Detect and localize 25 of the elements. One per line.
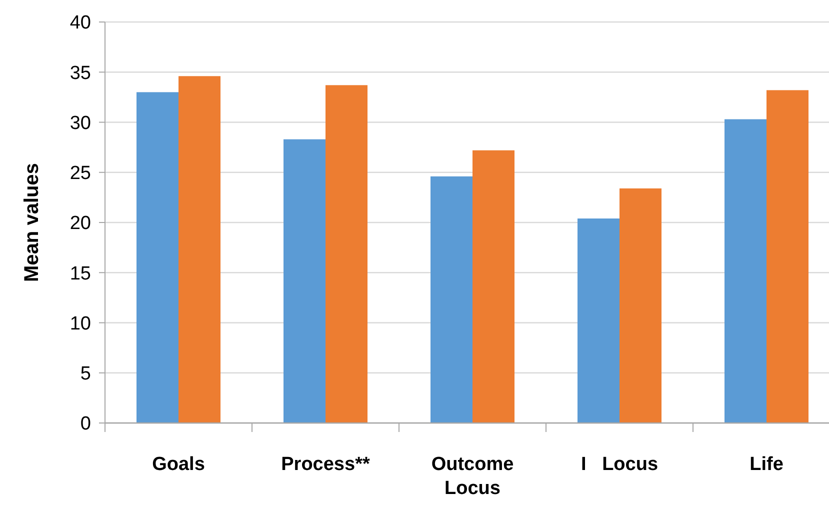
y-tick-label: 40 bbox=[70, 12, 91, 34]
x-tick-label: Outcome Locus bbox=[431, 454, 514, 499]
bar bbox=[620, 188, 662, 423]
y-tick-label: 10 bbox=[70, 313, 91, 334]
bar bbox=[136, 92, 178, 423]
x-tick-label: I Locus bbox=[580, 454, 658, 475]
bar bbox=[178, 76, 220, 423]
bar bbox=[766, 90, 808, 423]
x-tick-label: Goals bbox=[152, 454, 205, 475]
bar bbox=[578, 218, 620, 423]
y-tick-label: 5 bbox=[80, 364, 91, 385]
y-tick-label: 30 bbox=[70, 112, 91, 134]
bar bbox=[430, 176, 472, 423]
bar bbox=[472, 150, 514, 423]
bar bbox=[284, 139, 326, 423]
y-tick-label: 35 bbox=[70, 62, 91, 84]
bar bbox=[724, 119, 766, 423]
y-axis-title: Mean values bbox=[21, 163, 43, 282]
x-tick-label: Process** bbox=[281, 454, 370, 475]
x-tick-label: Life bbox=[750, 454, 784, 475]
y-tick-label: 25 bbox=[70, 163, 91, 184]
bar bbox=[326, 85, 368, 423]
y-tick-label: 0 bbox=[80, 414, 91, 435]
y-tick-label: 15 bbox=[70, 263, 91, 284]
y-tick-label: 20 bbox=[70, 213, 91, 234]
